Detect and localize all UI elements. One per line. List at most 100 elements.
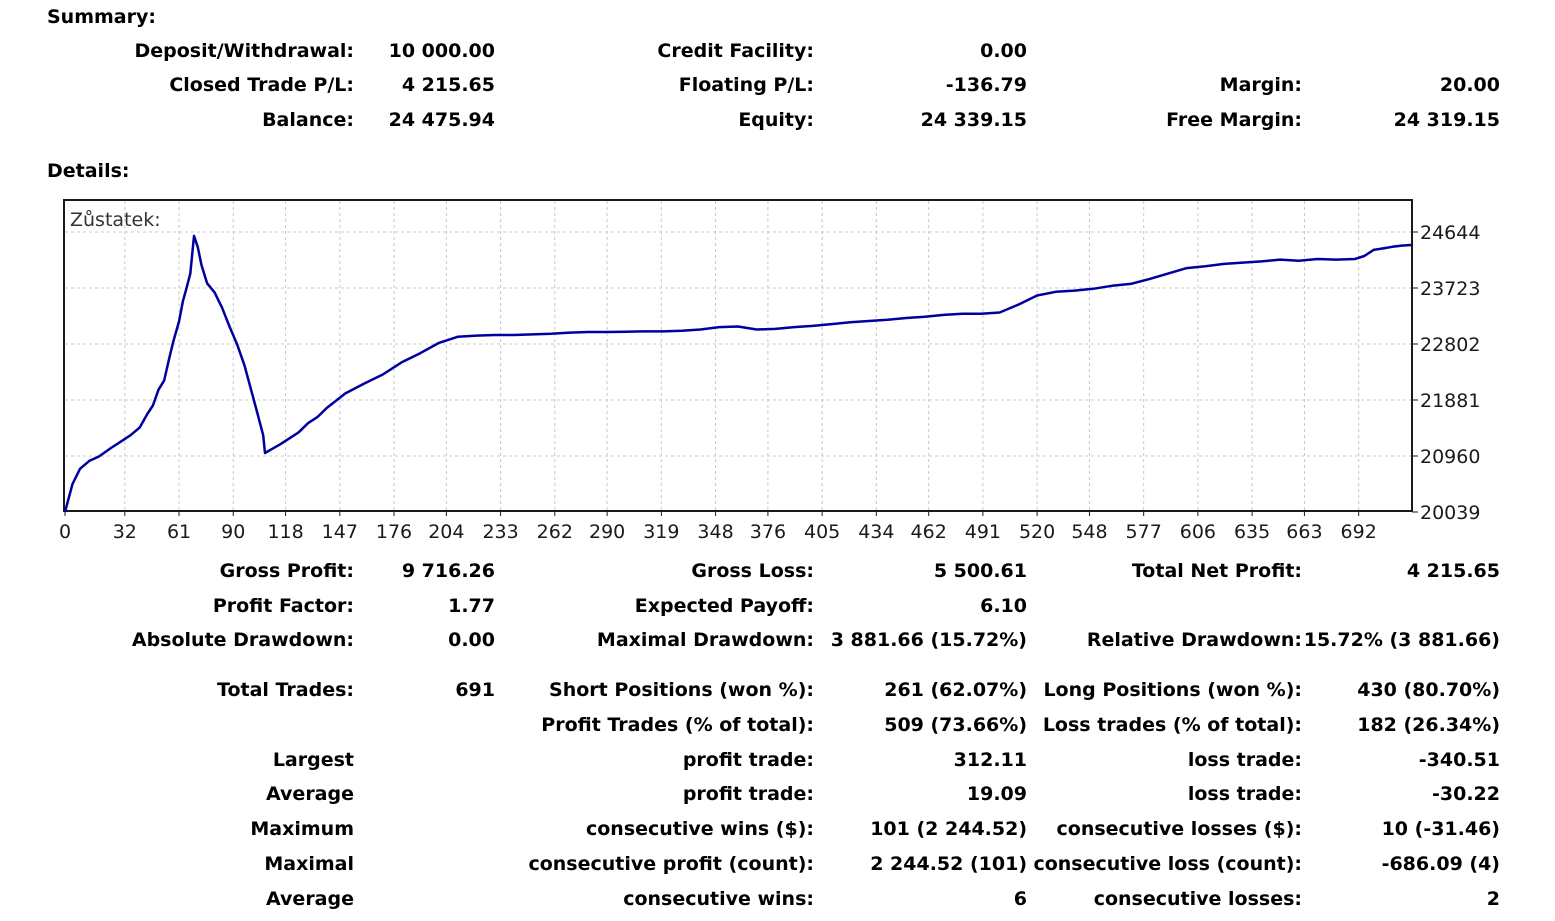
expected-payoff-label: Expected Payoff: (634, 595, 814, 617)
largest-label: Largest (272, 749, 354, 771)
x-tick-label: 520 (1019, 521, 1055, 543)
absolute-drawdown-value: 0.00 (448, 629, 495, 651)
average-consecutive-wins-label: consecutive wins: (623, 888, 814, 910)
x-tick-label: 434 (858, 521, 894, 543)
average-profit-label: profit trade: (682, 783, 814, 805)
total-trades-label: Total Trades: (217, 679, 354, 701)
average-profit-value: 19.09 (966, 783, 1027, 805)
x-tick-label: 32 (113, 521, 137, 543)
maximal-label: Maximal (264, 853, 354, 875)
maximal-consecutive-profit-label: consecutive profit (count): (528, 853, 814, 875)
gross-profit-label: Gross Profit: (219, 560, 354, 582)
average-loss-label: loss trade: (1187, 783, 1302, 805)
profit-factor-label: Profit Factor: (212, 595, 354, 617)
x-tick-label: 176 (376, 521, 412, 543)
loss-trades-label: Loss trades (% of total): (1042, 714, 1302, 736)
loss-trades-value: 182 (26.34%) (1357, 714, 1500, 736)
deposit-value: 10 000.00 (388, 40, 495, 62)
max-consecutive-wins-label: consecutive wins ($): (585, 818, 814, 840)
long-positions-value: 430 (80.70%) (1357, 679, 1500, 701)
total-net-label: Total Net Profit: (1131, 560, 1302, 582)
x-tick-label: 233 (482, 521, 518, 543)
average-loss-value: -30.22 (1432, 783, 1500, 805)
average-consecutive-label: Average (266, 888, 354, 910)
credit-value: 0.00 (980, 40, 1027, 62)
x-tick-label: 491 (965, 521, 1001, 543)
maximum-label: Maximum (250, 818, 354, 840)
maximal-drawdown-value: 3 881.66 (15.72%) (830, 629, 1027, 651)
average-consecutive-wins-value: 6 (1013, 888, 1027, 910)
max-consecutive-losses-value: 10 (-31.46) (1381, 818, 1500, 840)
average-consecutive-losses-value: 2 (1486, 888, 1500, 910)
details-heading: Details: (47, 160, 130, 182)
x-tick-label: 319 (643, 521, 679, 543)
closed-pl-label: Closed Trade P/L: (169, 74, 354, 96)
x-tick-label: 548 (1071, 521, 1107, 543)
x-tick-label: 577 (1126, 521, 1162, 543)
total-trades-value: 691 (455, 679, 495, 701)
relative-drawdown-value: 15.72% (3 881.66) (1303, 629, 1500, 651)
x-tick-label: 348 (697, 521, 733, 543)
balance-chart-svg: 0 32 61 90 118 147 176 204 233 262 290 319 348 376 405… (59, 201, 1480, 543)
gross-loss-label: Gross Loss: (691, 560, 814, 582)
x-tick-label: 147 (322, 521, 358, 543)
floating-pl-value: -136.79 (945, 74, 1027, 96)
relative-drawdown-label: Relative Drawdown: (1086, 629, 1302, 651)
largest-profit-value: 312.11 (953, 749, 1027, 771)
y-tick-label: 20960 (1420, 446, 1480, 468)
largest-loss-value: -340.51 (1418, 749, 1500, 771)
x-tick-label: 635 (1234, 521, 1270, 543)
largest-profit-label: profit trade: (682, 749, 814, 771)
maximal-consecutive-loss-label: consecutive loss (count): (1033, 853, 1302, 875)
short-positions-value: 261 (62.07%) (884, 679, 1027, 701)
y-tick-label: 22802 (1420, 334, 1480, 356)
equity-label: Equity: (738, 109, 814, 131)
margin-value: 20.00 (1439, 74, 1500, 96)
balance-label: Balance: (262, 109, 354, 131)
max-consecutive-wins-value: 101 (2 244.52) (870, 818, 1027, 840)
total-net-value: 4 215.65 (1406, 560, 1500, 582)
free-margin-value: 24 319.15 (1393, 109, 1500, 131)
profit-trades-label: Profit Trades (% of total): (541, 714, 814, 736)
balance-chart (63, 199, 1413, 512)
maximal-consecutive-profit-value: 2 244.52 (101) (870, 853, 1027, 875)
y-tick-label: 21881 (1420, 390, 1480, 412)
maximal-drawdown-label: Maximal Drawdown: (596, 629, 814, 651)
balance-value: 24 475.94 (388, 109, 495, 131)
x-tick-label: 405 (804, 521, 840, 543)
balance-series-line (63, 234, 1412, 513)
max-consecutive-losses-label: consecutive losses ($): (1056, 818, 1303, 840)
x-tick-label: 204 (428, 521, 464, 543)
y-tick-label: 20039 (1420, 502, 1480, 524)
x-tick-label: 462 (911, 521, 947, 543)
expected-payoff-value: 6.10 (980, 595, 1027, 617)
x-tick-label: 61 (167, 521, 191, 543)
profit-factor-value: 1.77 (448, 595, 495, 617)
short-positions-label: Short Positions (won %): (549, 679, 814, 701)
average-label: Average (266, 783, 354, 805)
credit-label: Credit Facility: (657, 40, 814, 62)
x-tick-label: 606 (1180, 521, 1216, 543)
gross-profit-value: 9 716.26 (401, 560, 495, 582)
margin-label: Margin: (1219, 74, 1302, 96)
x-tick-label: 663 (1286, 521, 1322, 543)
absolute-drawdown-label: Absolute Drawdown: (131, 629, 354, 651)
y-tick-label: 24644 (1420, 222, 1480, 244)
summary-heading: Summary: (47, 6, 156, 28)
long-positions-label: Long Positions (won %): (1043, 679, 1302, 701)
average-consecutive-losses-label: consecutive losses: (1093, 888, 1302, 910)
x-tick-label: 90 (221, 521, 245, 543)
largest-loss-label: loss trade: (1187, 749, 1302, 771)
x-tick-label: 692 (1341, 521, 1377, 543)
free-margin-label: Free Margin: (1166, 109, 1302, 131)
x-tick-label: 290 (589, 521, 625, 543)
x-tick-label: 376 (750, 521, 786, 543)
y-tick-label: 23723 (1420, 278, 1480, 300)
chart-title: Zůstatek: (70, 209, 161, 231)
x-tick-label: 0 (59, 521, 71, 543)
x-tick-label: 118 (267, 521, 303, 543)
deposit-label: Deposit/Withdrawal: (134, 40, 354, 62)
profit-trades-value: 509 (73.66%) (884, 714, 1027, 736)
floating-pl-label: Floating P/L: (678, 74, 814, 96)
x-tick-label: 262 (537, 521, 573, 543)
